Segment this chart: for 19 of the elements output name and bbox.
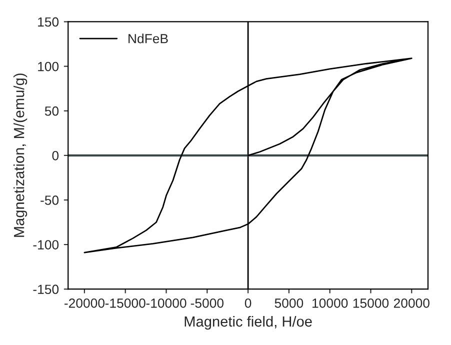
- y-tick-label: -50: [40, 196, 59, 205]
- x-tick-label: -15000: [105, 298, 146, 308]
- x-tick-label: 10000: [312, 298, 348, 308]
- y-tick-label: 50: [44, 106, 59, 116]
- x-tick-label: -5000: [190, 298, 224, 308]
- x-tick-label: 20000: [394, 298, 430, 308]
- y-tick-label: -150: [33, 284, 59, 294]
- y-tick-label: -100: [33, 240, 59, 250]
- x-tick-label: 15000: [353, 298, 389, 308]
- y-axis-title: Magnetization, M/(emu/g): [14, 74, 28, 237]
- x-tick-label: -10000: [146, 298, 186, 308]
- legend-label: NdFeB: [128, 34, 168, 44]
- x-axis-title: Magnetic field, H/oe: [184, 316, 312, 330]
- y-tick-label: 100: [38, 62, 59, 72]
- x-tick-label: 5000: [274, 298, 304, 308]
- x-tick-label: 0: [244, 298, 252, 308]
- y-tick-label: 150: [38, 17, 59, 27]
- y-tick-label: 0: [52, 150, 59, 160]
- x-tick-label: -20000: [64, 298, 104, 308]
